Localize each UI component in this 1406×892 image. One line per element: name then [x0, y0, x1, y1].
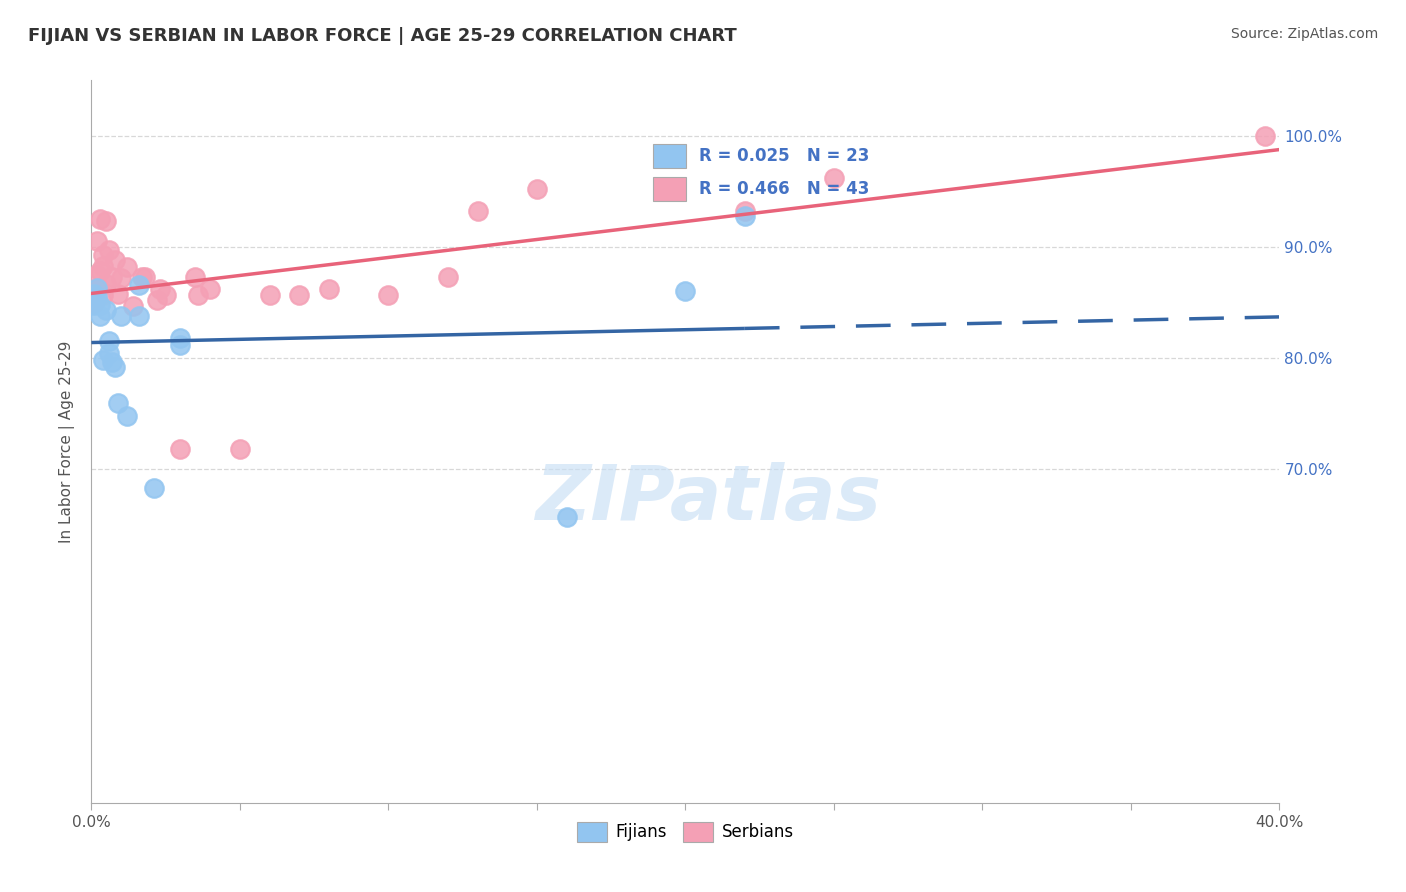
Point: [83, 295, 105, 310]
Text: R = 0.025   N = 23: R = 0.025 N = 23: [699, 146, 869, 165]
Point: [318, 282, 340, 296]
Point: [101, 354, 124, 368]
Point: [89, 298, 111, 312]
Point: [83, 285, 105, 299]
Point: [83, 286, 105, 301]
Point: [115, 409, 138, 423]
Point: [107, 286, 129, 301]
Point: [110, 271, 132, 285]
Point: [734, 209, 756, 223]
Point: [110, 309, 132, 323]
Point: [89, 212, 111, 227]
Point: [134, 270, 156, 285]
Point: [91, 248, 114, 262]
Point: [83, 289, 105, 303]
Point: [673, 285, 696, 299]
Point: [1253, 128, 1275, 143]
Point: [104, 253, 127, 268]
Point: [526, 182, 548, 196]
Point: [128, 309, 150, 323]
Point: [86, 282, 108, 296]
Point: [86, 281, 108, 295]
Point: [467, 204, 489, 219]
Point: [98, 345, 121, 359]
Point: [436, 270, 458, 285]
Point: [89, 309, 111, 323]
Point: [101, 270, 124, 285]
Point: [98, 334, 121, 349]
Point: [107, 395, 129, 409]
Point: [823, 171, 845, 186]
Point: [86, 235, 108, 249]
Text: ZIPatlas: ZIPatlas: [536, 462, 882, 536]
Point: [229, 442, 252, 457]
Point: [86, 268, 108, 282]
Y-axis label: In Labor Force | Age 25-29: In Labor Force | Age 25-29: [59, 341, 76, 542]
Point: [155, 288, 177, 302]
Point: [145, 293, 167, 308]
Point: [96, 303, 118, 318]
Text: R = 0.466   N = 43: R = 0.466 N = 43: [699, 180, 869, 198]
Legend: Fijians, Serbians: Fijians, Serbians: [571, 815, 800, 848]
Point: [734, 204, 756, 219]
Point: [288, 288, 311, 302]
Point: [555, 510, 578, 524]
Point: [169, 338, 191, 352]
Point: [96, 214, 118, 228]
Point: [169, 331, 191, 345]
Point: [169, 442, 191, 457]
Point: [115, 260, 138, 274]
Point: [131, 270, 153, 285]
Point: [122, 299, 145, 313]
Text: Source: ZipAtlas.com: Source: ZipAtlas.com: [1230, 27, 1378, 41]
Point: [142, 481, 165, 495]
Point: [149, 282, 172, 296]
Point: [83, 293, 105, 308]
Point: [83, 286, 105, 301]
Point: [91, 353, 114, 368]
Point: [184, 270, 207, 285]
Text: FIJIAN VS SERBIAN IN LABOR FORCE | AGE 25-29 CORRELATION CHART: FIJIAN VS SERBIAN IN LABOR FORCE | AGE 2…: [28, 27, 737, 45]
Point: [377, 288, 399, 302]
Point: [104, 360, 127, 375]
Point: [86, 290, 108, 304]
Point: [96, 277, 118, 291]
Point: [89, 264, 111, 278]
Point: [259, 288, 281, 302]
Point: [83, 291, 105, 305]
Point: [83, 298, 105, 312]
Point: [128, 277, 150, 292]
Point: [98, 244, 121, 258]
Point: [200, 282, 222, 296]
FancyBboxPatch shape: [652, 177, 686, 201]
FancyBboxPatch shape: [652, 144, 686, 168]
Point: [91, 259, 114, 273]
Point: [91, 288, 114, 302]
Point: [187, 288, 209, 302]
